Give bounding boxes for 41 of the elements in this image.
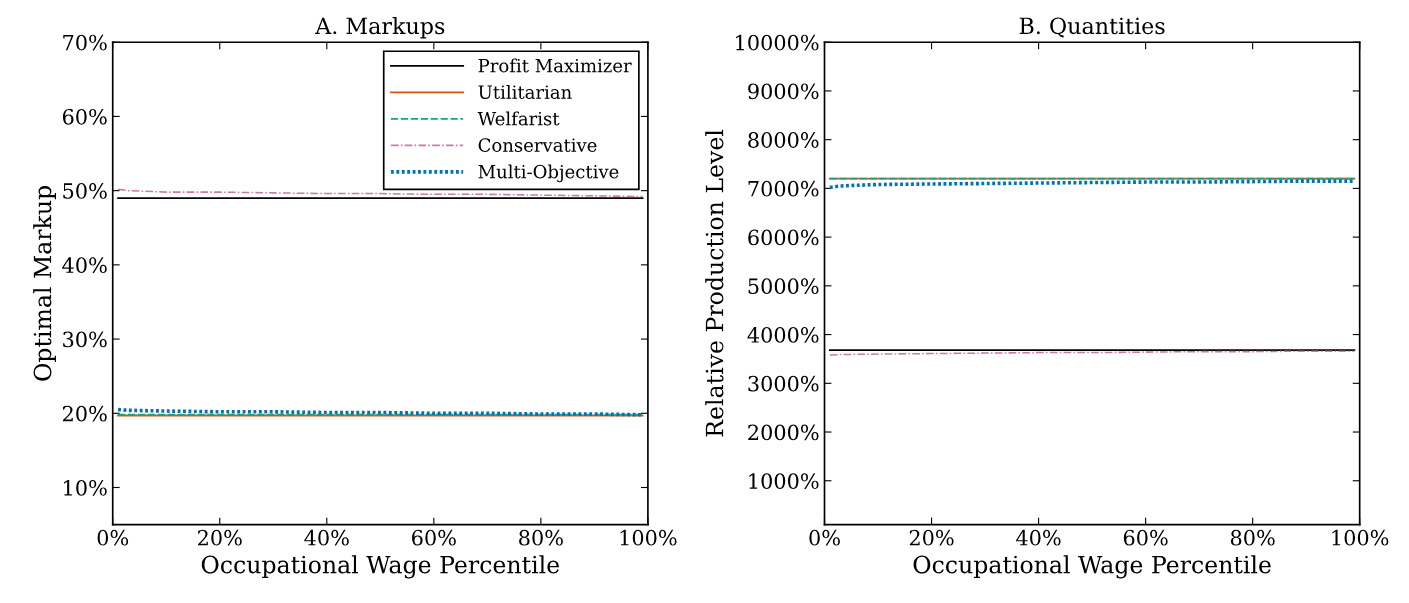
y-tick-label: 4000% [747, 327, 819, 343]
chart-title: A. Markups [315, 16, 445, 39]
y-axis-title: Optimal Markup [33, 186, 56, 381]
x-tick-label: 60% [412, 529, 456, 546]
x-tick-label: 80% [519, 529, 563, 546]
y-axis-title: Relative Production Level [705, 129, 724, 437]
x-tick-label: 60% [1123, 529, 1168, 546]
x-tick-label: 20% [198, 529, 242, 546]
x-tick-label: 100% [1332, 529, 1389, 546]
x-tick-label: 0% [97, 529, 129, 546]
legend-label: Conservative [478, 138, 597, 152]
y-tick-label: 10% [64, 479, 107, 496]
x-tick-label: 80% [1230, 529, 1275, 546]
x-tick-label: 40% [304, 529, 349, 546]
y-tick-label: 6000% [748, 229, 819, 246]
chart-title: B. Quantities [1019, 17, 1165, 38]
x-axis-title: Occupational Wage Percentile [201, 555, 559, 579]
y-tick-label: 20% [62, 405, 107, 422]
legend-label: Welfarist [477, 111, 560, 126]
x-tick-label: 100% [620, 529, 677, 546]
y-tick-label: 2000% [748, 424, 819, 441]
y-tick-label: 70% [63, 34, 107, 51]
y-tick-label: 40% [62, 257, 107, 274]
y-tick-label: 5000% [748, 278, 819, 295]
x-tick-label: 0% [809, 529, 840, 546]
y-tick-label: 30% [63, 331, 107, 348]
legend-label: Multi-Objective [478, 164, 619, 183]
y-tick-label: 3000% [748, 375, 819, 392]
y-tick-label: 10000% [736, 34, 819, 51]
y-tick-label: 60% [62, 108, 107, 125]
x-axis-title: Occupational Wage Percentile [913, 555, 1271, 579]
y-tick-label: 50% [63, 183, 107, 199]
x-tick-label: 20% [909, 529, 954, 546]
line-series [117, 188, 644, 198]
legend-label: Profit Maximizer [478, 58, 632, 73]
y-tick-label: 7000% [748, 180, 819, 197]
y-tick-label: 9000% [748, 83, 819, 100]
y-tick-label: 8000% [748, 132, 819, 148]
y-tick-label: 1000% [749, 473, 819, 489]
legend-label: Utilitarian [478, 84, 572, 99]
x-tick-label: 40% [1016, 529, 1061, 546]
